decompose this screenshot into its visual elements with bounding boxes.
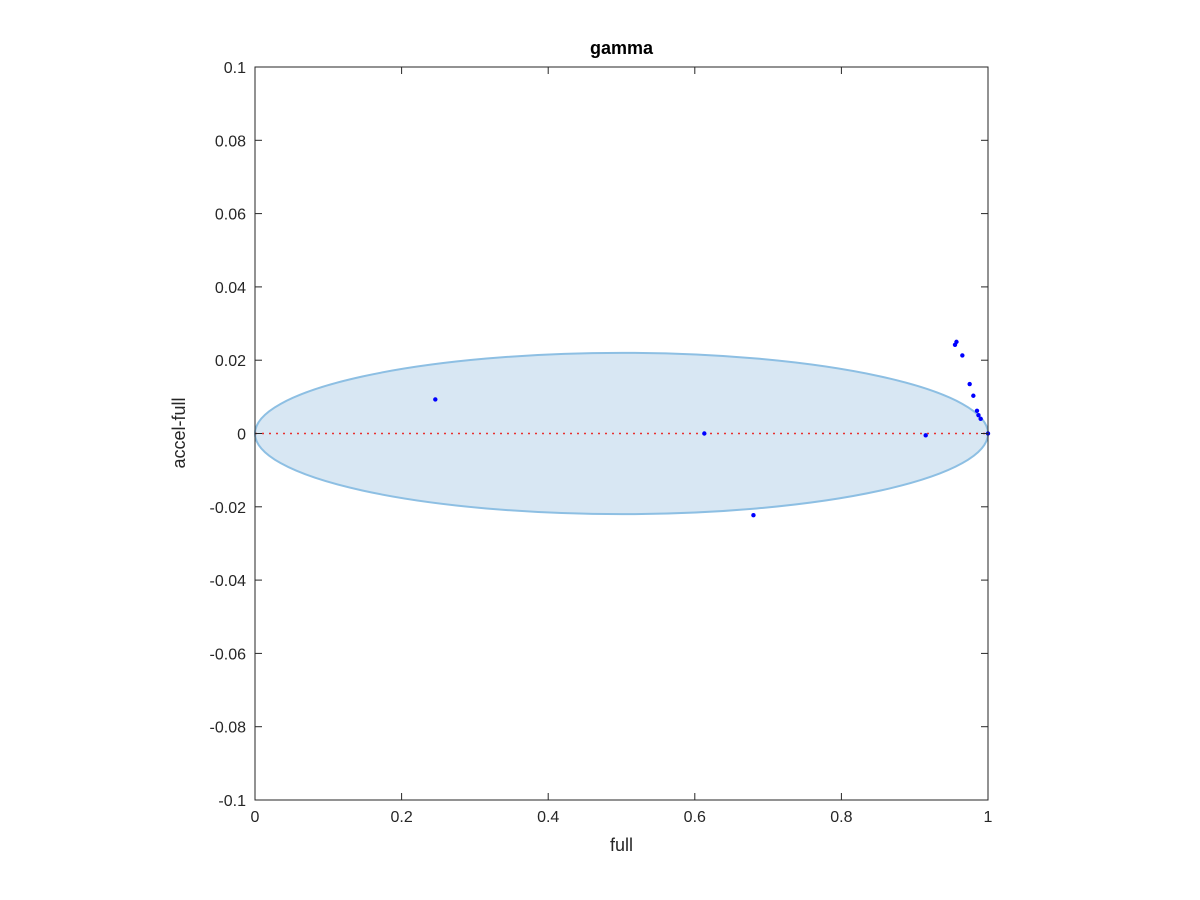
y-tick-label: -0.02 xyxy=(210,500,247,517)
x-tick-label: 0.2 xyxy=(390,809,412,826)
chart-title: gamma xyxy=(590,38,654,58)
x-tick-label: 0.6 xyxy=(684,809,706,826)
y-tick-label: 0.06 xyxy=(215,207,246,224)
y-tick-label: -0.06 xyxy=(210,646,247,663)
data-point xyxy=(751,513,756,518)
data-point xyxy=(702,431,707,436)
data-point xyxy=(923,433,928,438)
data-point xyxy=(976,412,981,418)
y-tick-label: 0.04 xyxy=(215,280,246,297)
data-point xyxy=(971,393,976,398)
y-tick-label: -0.04 xyxy=(210,573,247,590)
y-tick-label: 0 xyxy=(237,427,246,444)
x-tick-label: 1 xyxy=(984,809,993,826)
data-point xyxy=(978,416,983,422)
data-point xyxy=(974,408,980,413)
y-axis-label: accel-full xyxy=(169,397,189,468)
data-point xyxy=(954,339,959,345)
x-tick-label: 0 xyxy=(251,809,260,826)
data-point xyxy=(433,397,438,402)
data-point xyxy=(960,353,965,358)
x-tick-label: 0.8 xyxy=(830,809,852,826)
data-point xyxy=(967,381,972,387)
x-axis-label: full xyxy=(610,835,633,855)
y-tick-label: 0.02 xyxy=(215,353,246,370)
y-tick-label: 0.08 xyxy=(215,133,246,150)
x-tick-label: 0.4 xyxy=(537,809,559,826)
y-tick-label: 0.1 xyxy=(224,60,246,77)
y-tick-label: -0.1 xyxy=(218,793,246,810)
y-tick-label: -0.08 xyxy=(210,720,247,737)
